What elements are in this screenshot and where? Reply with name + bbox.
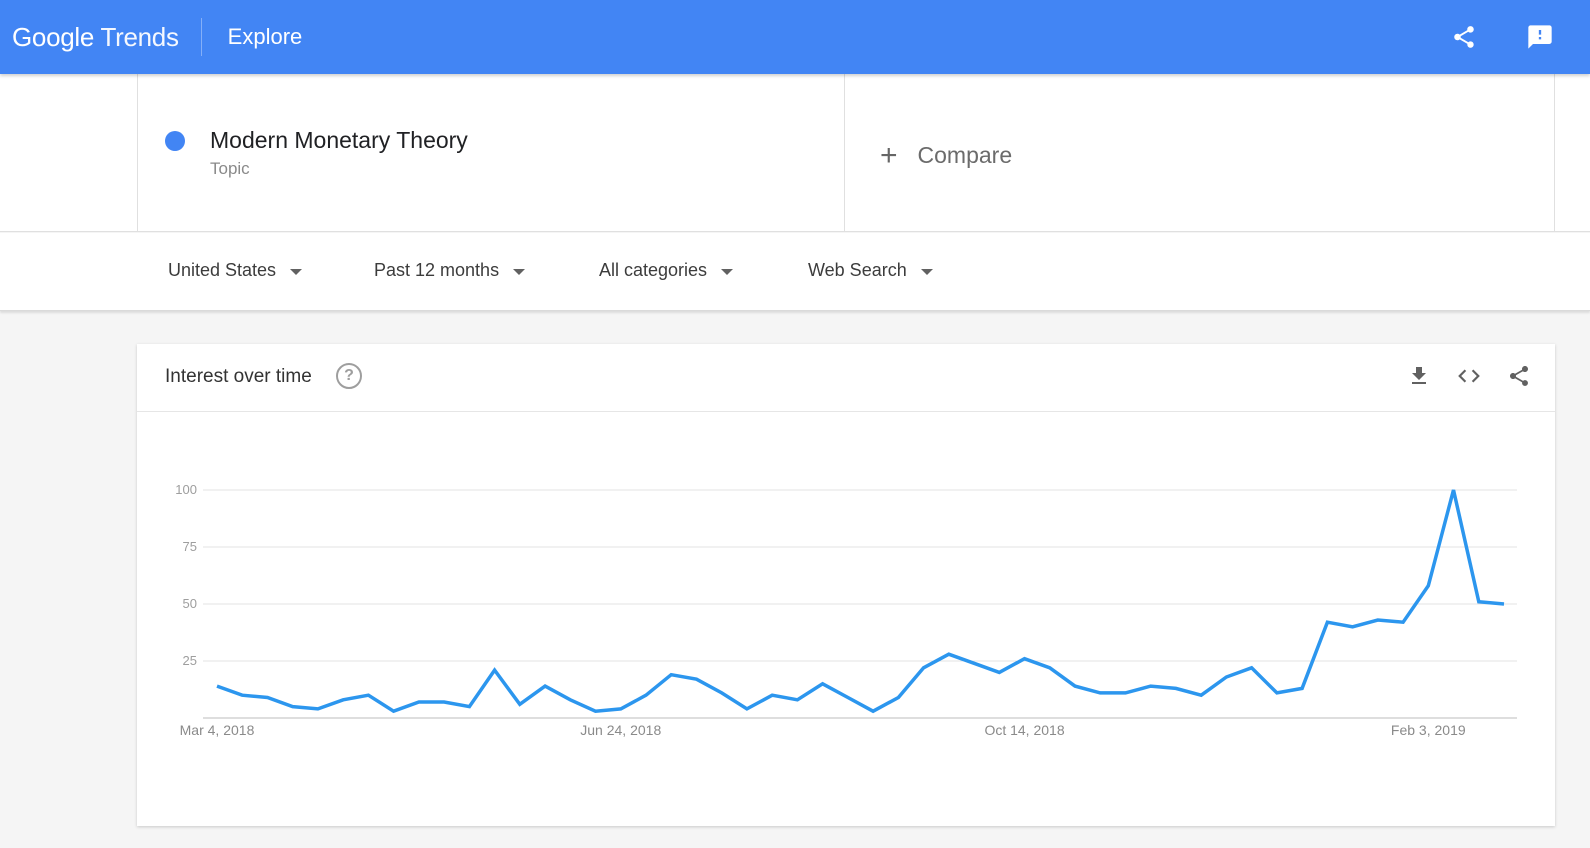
y-tick-label: 100 <box>175 482 197 497</box>
term-name: Modern Monetary Theory <box>210 127 468 153</box>
term-type: Topic <box>210 159 250 178</box>
time-range-filter[interactable]: Past 12 months <box>374 260 526 281</box>
caret-down-icon <box>721 268 734 275</box>
download-icon[interactable] <box>1405 362 1433 390</box>
x-tick-label: Feb 3, 2019 <box>1391 722 1466 738</box>
series-line <box>216 489 1505 714</box>
card-title: Interest over time <box>165 366 312 387</box>
compare-button[interactable]: + Compare <box>880 138 1013 172</box>
feedback-icon[interactable] <box>1526 23 1554 51</box>
header-divider <box>200 18 202 56</box>
embed-icon[interactable] <box>1455 362 1483 390</box>
search-type-filter-label: Web Search <box>808 260 907 280</box>
search-type-filter[interactable]: Web Search <box>808 260 933 281</box>
region-filter-label: United States <box>168 260 277 280</box>
page-title: Explore <box>227 24 303 49</box>
x-tick-label: Oct 14, 2018 <box>984 722 1064 738</box>
y-tick-label: 75 <box>183 539 197 554</box>
region-filter[interactable]: United States <box>168 260 303 281</box>
logo-product: Trends <box>100 21 179 52</box>
y-tick-label: 25 <box>183 653 197 668</box>
share-icon[interactable] <box>1505 362 1533 390</box>
category-filter-label: All categories <box>599 260 708 280</box>
category-filter[interactable]: All categories <box>599 260 734 281</box>
logo-brand: Google <box>12 21 95 52</box>
app-header: Google Trends Explore <box>0 0 1590 74</box>
card-actions <box>1405 362 1533 390</box>
caret-down-icon <box>290 268 303 275</box>
plus-icon: + <box>880 138 898 172</box>
x-tick-label: Mar 4, 2018 <box>180 722 255 738</box>
search-terms-panel: Modern Monetary Theory Topic + Compare <box>0 74 1590 232</box>
y-tick-label: 50 <box>183 596 197 611</box>
caret-down-icon <box>920 268 933 275</box>
x-tick-label: Jun 24, 2018 <box>580 722 661 738</box>
header-actions <box>1450 0 1554 74</box>
google-trends-logo[interactable]: Google Trends <box>12 22 179 53</box>
interest-chart[interactable]: 25 50 75 100 Mar 4, 2018 Jun 24, 2018 Oct 14, … <box>137 413 1555 826</box>
panel-edge <box>1554 74 1555 232</box>
caret-down-icon <box>513 268 526 275</box>
interest-over-time-card: Interest over time ? 25 50 75 100 Mar 4, 201… <box>137 344 1555 826</box>
filter-bar: United States Past 12 months All categor… <box>0 233 1590 311</box>
share-icon[interactable] <box>1450 23 1478 51</box>
time-range-filter-label: Past 12 months <box>374 260 500 280</box>
search-term-card[interactable]: Modern Monetary Theory Topic <box>137 74 845 232</box>
term-color-dot <box>165 131 185 151</box>
card-header: Interest over time ? <box>137 344 1555 412</box>
compare-label: Compare <box>917 142 1013 168</box>
help-icon[interactable]: ? <box>336 363 362 389</box>
